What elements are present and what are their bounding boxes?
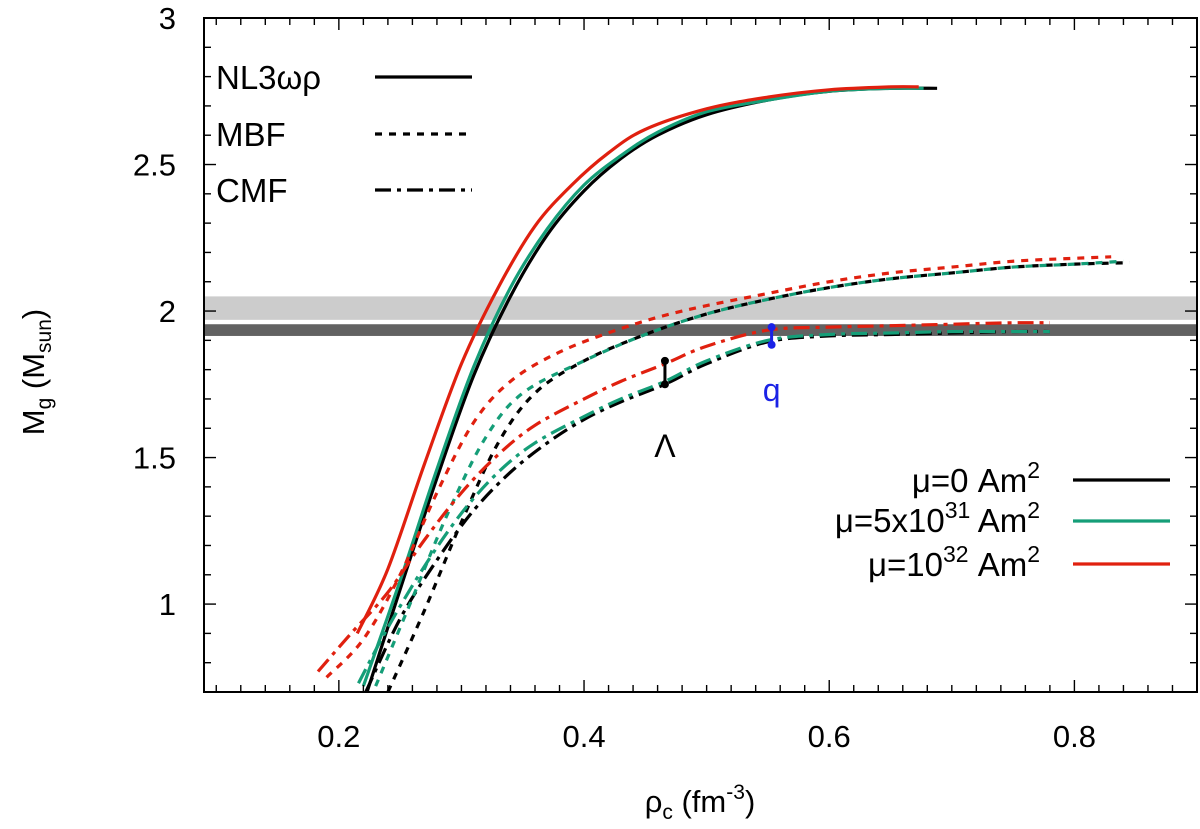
curve-CMF-mu1e32: [316, 321, 1050, 673]
axis-ticks: [204, 17, 1197, 693]
legend-eos-mbf-label: MBF: [216, 116, 286, 153]
legend-mu0-label: μ=0 Am2: [912, 457, 1040, 499]
y-tick-label: 1.5: [133, 441, 176, 476]
x-tick-label: 0.2: [317, 719, 360, 754]
curve-NL3wr-mu5e31: [361, 86, 924, 687]
curve-NL3wr-mu1e32: [355, 85, 919, 635]
axis-tick-labels: 0.2 0.4 0.6 0.8 1 1.5 2 2.5 3: [133, 1, 1096, 754]
q-marker-label: q: [763, 372, 781, 408]
y-tick-label: 2: [159, 294, 176, 329]
lambda-marker-label: Λ: [654, 428, 676, 464]
curves: [316, 85, 1130, 692]
y-tick-label: 1: [159, 587, 176, 622]
curve-MBF-mu5e31: [374, 259, 1124, 687]
eos-legend: NL3ωρ MBF CMF: [216, 59, 472, 209]
field-legend: μ=0 Am2 μ=5x1031 Am2 μ=1032 Am2: [835, 457, 1170, 583]
q-marker-end-low: [767, 340, 776, 349]
x-axis-label: ρc (fm-3): [645, 781, 756, 824]
x-tick-label: 0.6: [808, 719, 851, 754]
y-tick-label: 2.5: [133, 148, 176, 183]
y-tick-label: 3: [159, 1, 176, 36]
lambda-marker-end-low: [660, 380, 669, 389]
legend-mu1e32-label: μ=1032 Am2: [868, 541, 1040, 583]
y-axis-label: Mg (Msun): [16, 309, 56, 435]
observation-bands: [204, 296, 1197, 336]
curve-CMF-mu5e31: [357, 329, 1050, 684]
plot-frame: [203, 17, 1198, 693]
curve-MBF-mu1e32: [325, 255, 1112, 679]
band-dark: [204, 324, 1197, 336]
band-light: [204, 296, 1197, 320]
x-tick-label: 0.8: [1053, 719, 1096, 754]
lambda-marker-end-high: [660, 356, 669, 365]
legend-mu5e31-label: μ=5x1031 Am2: [835, 497, 1040, 539]
legend-eos-cmf-label: CMF: [216, 172, 287, 209]
q-marker-end-high: [767, 323, 776, 332]
legend-eos-nl3wr-label: NL3ωρ: [216, 59, 321, 96]
markers: Λq: [654, 323, 781, 464]
curve-MBF-mu0: [386, 261, 1130, 692]
x-tick-label: 0.4: [562, 719, 605, 754]
